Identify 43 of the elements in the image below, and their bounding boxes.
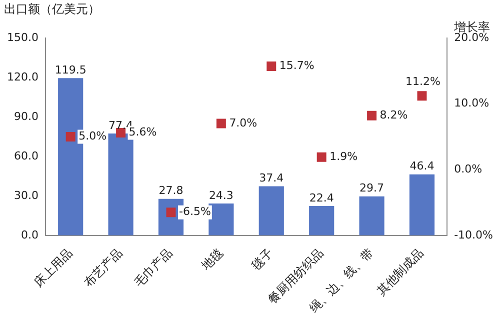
y-tick-label: 150.0	[6, 30, 38, 44]
data-label: 46.4	[410, 160, 434, 173]
bar	[409, 174, 435, 236]
data-label: 119.5	[54, 64, 86, 76]
bar	[258, 186, 284, 236]
bar	[208, 203, 234, 236]
data-label: 22.4	[309, 191, 334, 204]
point	[216, 118, 226, 128]
data-label: 8.2%	[380, 108, 408, 122]
y-tick-label: 30.0	[14, 188, 38, 202]
y-tick-label: 60.0	[14, 149, 38, 162]
data-label: 15.7%	[279, 59, 314, 72]
data-label: 11.2%	[406, 74, 440, 88]
data-label: 5.6%	[128, 126, 157, 139]
y2-tick-label: 0.0%	[454, 162, 482, 176]
y-tick-label: 90.0	[14, 110, 38, 123]
x-tick-label: 其他制成品	[374, 246, 426, 298]
x-tick-label: 毯子	[248, 246, 276, 273]
x-tick-label: 地毯	[198, 246, 226, 274]
data-label: 5.0%	[78, 130, 107, 143]
data-label: 1.9%	[330, 150, 358, 163]
y-tick-label: 0.0	[20, 228, 38, 242]
data-label: 29.7	[360, 182, 384, 195]
data-label: 24.3	[208, 188, 234, 202]
data-label: 27.8	[158, 184, 184, 198]
x-tick-label: 毛巾产品	[131, 246, 176, 290]
x-tick-label: 布艺产品	[81, 246, 126, 290]
point	[116, 128, 126, 138]
y2-tick-label: 10.0%	[454, 96, 490, 110]
data-label: -6.5%	[178, 205, 211, 218]
x-tick-label: 床上用品	[31, 246, 75, 290]
point	[66, 132, 76, 142]
y-tick-label: 120.0	[6, 70, 38, 84]
y2-tick-label: -10.0%	[454, 228, 494, 242]
bar	[309, 206, 334, 236]
point	[266, 62, 276, 72]
point	[367, 110, 377, 120]
data-label: 37.4	[259, 172, 284, 185]
point	[316, 152, 326, 162]
data-label: 7.0%	[229, 116, 258, 130]
point	[417, 91, 427, 101]
bar	[359, 196, 384, 236]
y-axis-title: 出口额（亿美元）	[4, 2, 100, 16]
